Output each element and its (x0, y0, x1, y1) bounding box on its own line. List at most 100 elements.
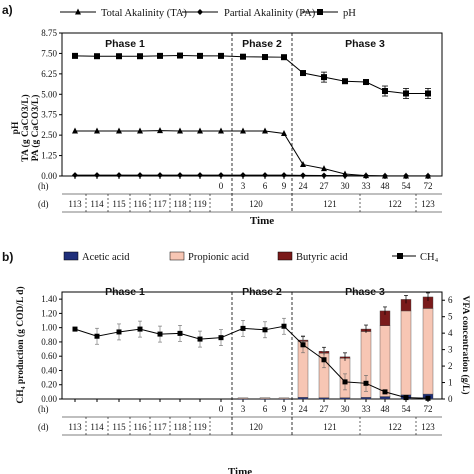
series-1-point-12 (321, 172, 327, 179)
series-1-point-0 (72, 172, 78, 179)
ch4-point-5 (177, 330, 183, 336)
h-tick-label-6: 30 (341, 404, 351, 414)
series-1-point-8 (240, 172, 246, 179)
series-0-point-7 (218, 127, 224, 134)
series-2-point-3 (137, 53, 143, 60)
d-tick-label-4: 117 (153, 199, 167, 209)
d-tick-label-10: 123 (421, 422, 435, 432)
ytick-label-1: 1.25 (41, 151, 57, 161)
ytick-right-label-0: 0 (448, 394, 453, 404)
d-tick-label-8: 121 (323, 199, 337, 209)
legend-label-2: pH (343, 8, 356, 19)
panel-b-axes: 0.000.200.400.600.801.001.201.400123456P… (38, 286, 453, 436)
bar-acetic-3 (297, 397, 309, 400)
h-tick-label-10: 72 (424, 181, 433, 191)
bar-propionic-9 (422, 308, 434, 395)
ytick-left-label-0: 0.00 (41, 394, 57, 404)
bar-propionic-8 (400, 310, 412, 396)
series-2-point-4 (157, 52, 163, 59)
ytick-label-5: 6.25 (41, 69, 57, 79)
series-0-point-3 (137, 127, 143, 134)
series-2-point-2 (116, 53, 122, 60)
series-line-0 (75, 130, 428, 177)
ch4-point-3 (137, 326, 143, 332)
ch4-point-0 (72, 326, 78, 332)
legend-label-0: Acetic acid (82, 252, 130, 263)
series-0-point-8 (240, 127, 246, 134)
bar-propionic-7 (379, 325, 391, 397)
ytick-left-label-6: 1.20 (41, 308, 57, 318)
d-row-label: (d) (38, 199, 49, 209)
panel-a-ylabel-1: pH (11, 121, 21, 134)
legend-label-0: Total Akalinity (TA) (101, 8, 187, 19)
h-tick-label-4: 24 (299, 404, 309, 414)
ch4-point-1 (94, 333, 100, 339)
d-row-label: (d) (38, 422, 49, 432)
series-0-point-4 (157, 127, 163, 134)
series-0-point-12 (321, 165, 327, 172)
panel-a-legend: Total Akalinity (TA) Partial Akalinity (P… (60, 8, 356, 19)
series-2-point-14 (363, 79, 369, 86)
panel-a: a) Total Akalinity (TA) Partial Akalinity… (2, 3, 443, 227)
panel-a-axes: 0.00 1.25 2.50 3.75 5.00 6.25 7.50 8.75 Phase 1 P… (38, 28, 443, 213)
series-0-point-6 (197, 127, 203, 134)
series-0-point-5 (177, 127, 183, 134)
d-tick-label-0: 113 (68, 422, 82, 432)
d-tick-label-2: 115 (112, 422, 126, 432)
ytick-label-2: 2.50 (41, 130, 57, 140)
phase-label-0: Phase 1 (105, 38, 145, 50)
legend-label-2: Butyric acid (296, 252, 348, 263)
series-1-point-6 (197, 172, 203, 179)
phase-label-2: Phase 3 (345, 286, 385, 298)
ytick-label-7: 8.75 (41, 28, 57, 38)
panel-b-marks (72, 292, 434, 401)
ytick-left-label-4: 0.80 (41, 337, 57, 347)
series-2-point-1 (94, 53, 100, 60)
d-tick-label-6: 119 (193, 422, 207, 432)
series-line-2 (74, 55, 428, 94)
ytick-left-label-3: 0.60 (41, 351, 57, 361)
bar-propionic-0 (237, 397, 249, 399)
h-tick-label-10: 72 (424, 404, 433, 414)
legend-swatch-2 (277, 251, 293, 261)
ch4-point-4 (157, 331, 163, 337)
ytick-label-3: 3.75 (41, 110, 57, 120)
d-tick-label-9: 122 (388, 199, 402, 209)
series-1-point-7 (218, 172, 224, 179)
legend-swatch-0 (63, 251, 79, 261)
legend-ch4-label: CH₄ (420, 252, 439, 263)
d-tick-label-1: 114 (90, 199, 104, 209)
d-tick-label-1: 114 (90, 422, 104, 432)
panel-a-ylabel-3: PA (g CaCO3/L) (30, 95, 41, 162)
bar-acetic-6 (360, 397, 372, 400)
ytick-label-0: 0.00 (41, 171, 57, 181)
series-0-point-1 (94, 127, 100, 134)
d-tick-label-4: 117 (153, 422, 167, 432)
d-tick-label-10: 123 (421, 199, 435, 209)
legend-label-1: Partial Akalinity (PA) (224, 8, 316, 19)
series-1-point-11 (300, 172, 306, 179)
d-tick-label-5: 118 (173, 199, 187, 209)
ch4-point-6 (197, 336, 203, 342)
series-1-point-4 (157, 172, 163, 179)
h-tick-label-2: 6 (263, 404, 268, 414)
panel-b-legend: Acetic acid Propionic acid Butyric acid CH₄ (63, 251, 439, 263)
panel-a-xlabel: Time (250, 215, 274, 227)
h-row-label: (h) (38, 181, 49, 191)
h-row-label: (h) (38, 404, 49, 414)
ytick-right-label-3: 3 (448, 345, 453, 355)
panel-b: b) Acetic acid Propionic acid Butyric acid… (2, 250, 471, 474)
series-1-point-3 (137, 172, 143, 179)
legend-marker-2 (317, 9, 323, 15)
ytick-label-6: 7.50 (41, 48, 57, 58)
d-tick-label-8: 121 (323, 422, 337, 432)
bar-propionic-1 (259, 397, 271, 399)
ch4-point-7 (218, 335, 224, 341)
series-1-point-2 (116, 172, 122, 179)
legend-label-1: Propionic acid (188, 252, 250, 263)
legend-marker-1 (197, 9, 203, 15)
phase-label-0: Phase 1 (105, 286, 145, 298)
h-tick-label-0: 0 (219, 181, 224, 191)
h-tick-label-3: 9 (282, 181, 287, 191)
